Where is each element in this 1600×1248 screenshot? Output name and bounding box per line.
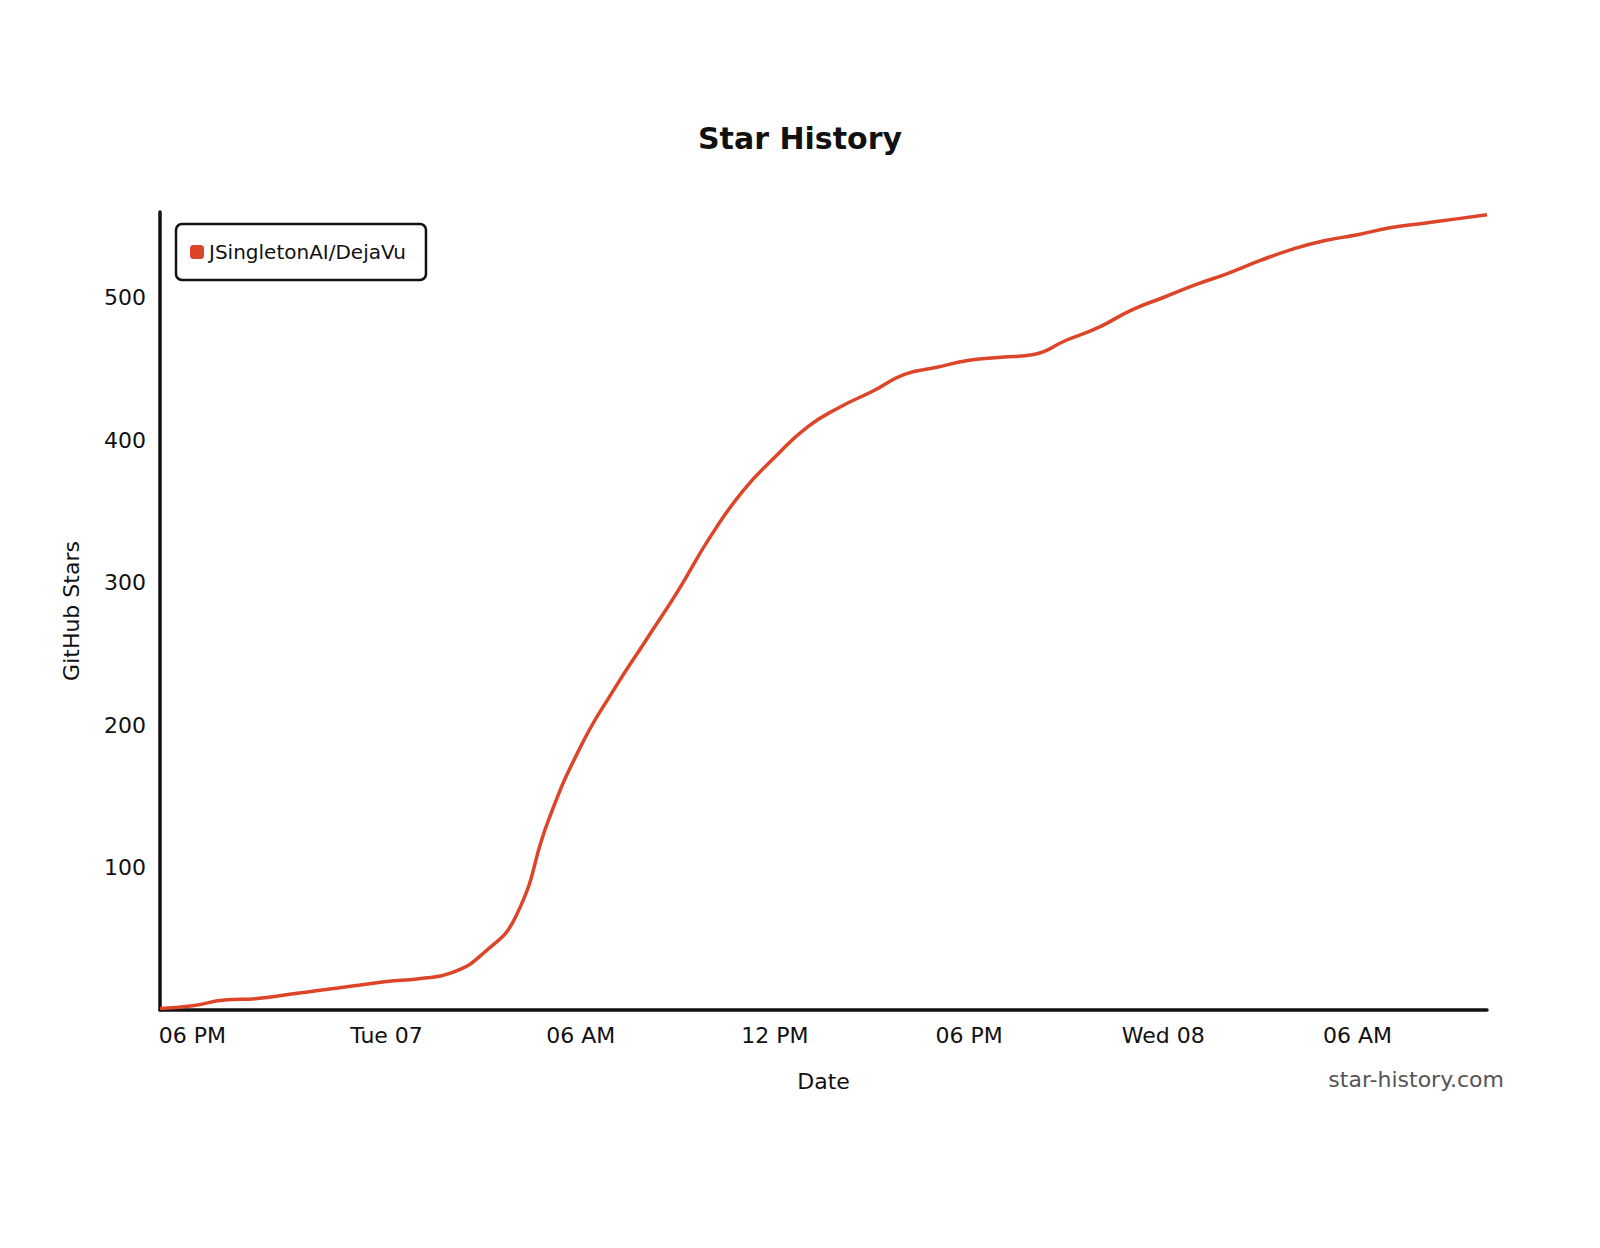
svg-text:200: 200 — [104, 713, 146, 738]
svg-text:Wed 08: Wed 08 — [1122, 1023, 1205, 1048]
svg-text:500: 500 — [104, 285, 146, 310]
svg-text:Star History: Star History — [698, 121, 902, 156]
svg-text:JSingletonAI/DejaVu: JSingletonAI/DejaVu — [207, 240, 406, 264]
svg-text:12 PM: 12 PM — [741, 1023, 808, 1048]
svg-text:300: 300 — [104, 570, 146, 595]
svg-text:06 PM: 06 PM — [936, 1023, 1003, 1048]
svg-text:Tue 07: Tue 07 — [349, 1023, 423, 1048]
svg-text:400: 400 — [104, 428, 146, 453]
svg-text:06 PM: 06 PM — [159, 1023, 226, 1048]
svg-text:Date: Date — [797, 1069, 850, 1094]
svg-text:GitHub Stars: GitHub Stars — [59, 541, 84, 681]
svg-text:100: 100 — [104, 855, 146, 880]
svg-text:star-history.com: star-history.com — [1328, 1067, 1504, 1092]
svg-text:06 AM: 06 AM — [546, 1023, 615, 1048]
svg-text:06 AM: 06 AM — [1323, 1023, 1392, 1048]
